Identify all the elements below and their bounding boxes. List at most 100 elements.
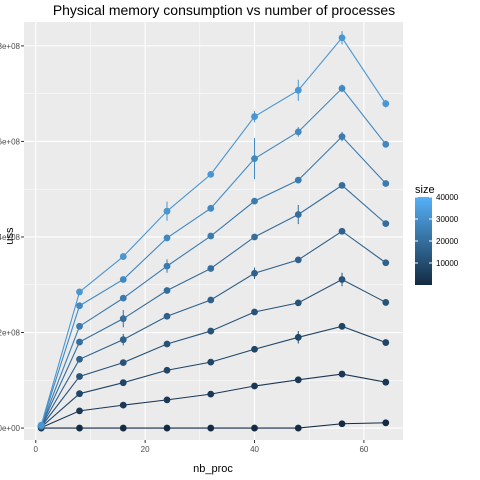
series-2: [37, 322, 390, 431]
data-point: [207, 170, 215, 178]
data-point: [207, 204, 215, 212]
series-8: [37, 31, 390, 429]
y-tick-label: 0e+00: [0, 424, 21, 433]
data-point: [76, 407, 83, 415]
data-point: [382, 299, 390, 306]
data-point: [338, 276, 346, 283]
data-point: [163, 207, 171, 215]
data-point: [338, 227, 346, 235]
data-point: [76, 302, 83, 310]
data-point: [338, 370, 346, 378]
series-5: [37, 181, 390, 430]
legend-tick-label: 30000: [436, 215, 459, 224]
data-point: [294, 176, 302, 184]
data-point: [76, 355, 83, 363]
legend: size 40000 30000 20000 10000: [415, 184, 459, 285]
legend-tick-label: 20000: [436, 237, 459, 246]
data-point: [163, 340, 171, 348]
data-point: [251, 308, 258, 316]
series-layer: [37, 31, 390, 432]
data-point: [207, 424, 215, 432]
data-point: [294, 299, 302, 307]
data-point: [76, 338, 83, 346]
data-point: [382, 100, 390, 108]
data-point: [76, 373, 83, 380]
data-point: [251, 113, 258, 120]
data-point: [163, 287, 171, 294]
y-axis: 0e+00 2e+08 4e+08 6e+08 8e+08: [0, 42, 24, 433]
legend-colorbar: [415, 197, 432, 285]
data-point: [76, 424, 83, 432]
data-point: [163, 262, 171, 270]
data-point: [338, 420, 346, 428]
data-point: [338, 85, 346, 92]
data-point: [338, 34, 346, 42]
data-point: [207, 358, 215, 366]
data-point: [207, 390, 215, 398]
data-point: [119, 401, 127, 409]
data-point: [163, 234, 171, 242]
x-tick-label: 40: [250, 445, 259, 454]
data-point: [251, 382, 258, 390]
data-point: [382, 140, 390, 148]
data-point: [251, 424, 258, 432]
data-point: [207, 232, 215, 240]
y-axis-title: uss: [4, 227, 16, 245]
data-point: [338, 322, 346, 330]
y-tick-label: 8e+08: [0, 42, 21, 51]
data-point: [294, 256, 302, 264]
chart-title: Physical memory consumption vs number of…: [53, 2, 395, 18]
y-tick-label: 6e+08: [0, 137, 21, 146]
data-point: [382, 180, 390, 187]
data-point: [382, 220, 390, 227]
x-axis: 0 20 40 60: [34, 440, 369, 454]
x-tick-label: 0: [34, 445, 39, 454]
data-point: [119, 315, 127, 323]
legend-title: size: [415, 184, 435, 196]
data-point: [251, 197, 258, 205]
data-point: [251, 269, 258, 277]
data-point: [163, 366, 171, 374]
data-point: [294, 86, 302, 94]
data-point: [119, 379, 127, 387]
data-point: [294, 424, 302, 432]
data-point: [294, 211, 302, 218]
y-tick-label: 2e+08: [0, 329, 21, 338]
data-point: [76, 288, 83, 296]
data-point: [382, 378, 390, 386]
data-point: [163, 396, 171, 404]
data-point: [294, 128, 302, 136]
data-point: [207, 296, 215, 304]
data-point: [251, 155, 258, 163]
data-point: [119, 424, 127, 432]
data-point: [119, 276, 127, 283]
data-point: [207, 327, 215, 335]
data-point: [294, 376, 302, 384]
y-tick-label: 4e+08: [0, 233, 21, 242]
data-point: [76, 322, 83, 330]
data-point: [163, 424, 171, 432]
series-0: [37, 419, 390, 432]
data-point: [382, 419, 390, 427]
data-point: [382, 339, 390, 346]
x-tick-label: 60: [359, 445, 368, 454]
data-point: [294, 333, 302, 341]
data-point: [338, 133, 346, 141]
data-point: [338, 181, 346, 189]
series-6: [37, 131, 390, 430]
data-point: [251, 345, 258, 353]
data-point: [207, 265, 215, 272]
data-point: [251, 233, 258, 241]
x-tick-label: 20: [141, 445, 150, 454]
data-point: [163, 312, 171, 320]
data-point: [76, 390, 83, 398]
series-4: [37, 227, 390, 430]
data-point: [119, 294, 127, 302]
series-1: [37, 370, 390, 431]
legend-tick-label: 40000: [436, 193, 459, 202]
data-point: [382, 259, 390, 267]
data-point: [119, 336, 127, 344]
data-point: [119, 253, 127, 260]
data-point: [119, 359, 127, 367]
